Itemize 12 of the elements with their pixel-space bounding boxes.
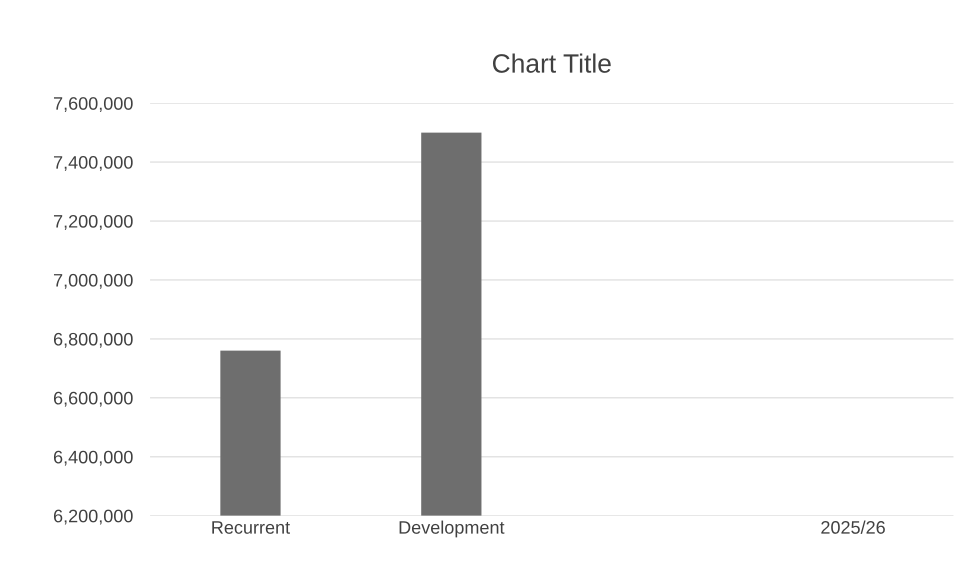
y-tick-label: 7,400,000 (54, 156, 133, 171)
chart-title: Chart Title (492, 53, 611, 73)
x-tick-label: Recurrent (212, 521, 290, 534)
y-tick-label: 7,200,000 (54, 214, 133, 230)
x-tick-label: 2025/26 (821, 520, 885, 534)
y-tick-label: 6,200,000 (54, 510, 133, 525)
y-tick-label: 7,000,000 (54, 274, 133, 289)
x-tick-label: Development (400, 520, 504, 538)
y-tick-label: 6,400,000 (54, 450, 133, 466)
y-tick-label: 7,600,000 (54, 97, 133, 112)
y-tick-label: 6,800,000 (54, 332, 133, 348)
y-tick-label: 6,600,000 (54, 392, 133, 407)
